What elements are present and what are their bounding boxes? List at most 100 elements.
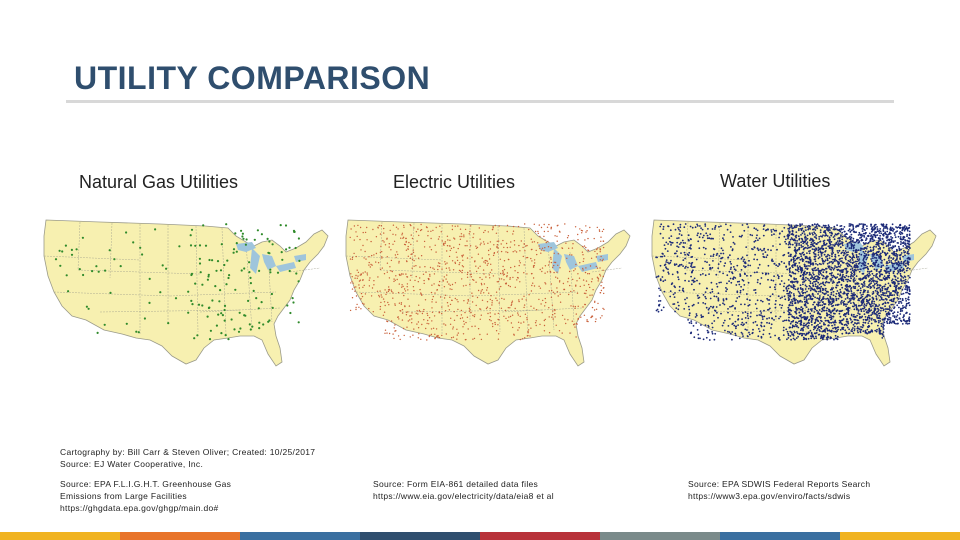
- utility-dot: [159, 291, 162, 294]
- utility-dot: [413, 289, 415, 292]
- utility-dot: [730, 266, 732, 269]
- utility-dot: [817, 257, 820, 260]
- utility-dot: [839, 329, 842, 331]
- utility-dot: [758, 330, 761, 333]
- utility-dot: [813, 236, 816, 238]
- utility-dot: [657, 300, 660, 302]
- utility-dot: [855, 256, 858, 259]
- utility-dot: [445, 267, 448, 269]
- utility-dot: [886, 271, 889, 273]
- utility-dot: [731, 272, 734, 275]
- utility-dot: [197, 303, 201, 306]
- utility-dot: [756, 258, 759, 261]
- utility-dot: [579, 285, 581, 288]
- utility-dot: [829, 246, 831, 249]
- utility-dot: [602, 307, 604, 310]
- utility-dot: [708, 273, 710, 275]
- utility-dot: [864, 242, 867, 245]
- utility-dot: [841, 244, 844, 247]
- utility-dot: [795, 280, 797, 283]
- utility-dot: [901, 323, 904, 325]
- utility-dot: [174, 297, 178, 300]
- utility-dot: [417, 257, 420, 259]
- utility-dot: [856, 327, 859, 330]
- utility-dot: [750, 312, 752, 314]
- utility-dot: [447, 239, 449, 241]
- utility-dot: [829, 272, 831, 275]
- utility-dot: [830, 231, 833, 234]
- utility-dot: [148, 301, 151, 304]
- utility-dot: [791, 304, 794, 307]
- utility-dot: [880, 279, 882, 282]
- utility-dot: [510, 322, 513, 324]
- utility-dot: [845, 288, 847, 291]
- utility-dot: [818, 238, 821, 240]
- utility-dot: [767, 272, 770, 275]
- utility-dot: [715, 254, 718, 256]
- utility-dot: [502, 274, 505, 276]
- utility-dot: [417, 327, 420, 329]
- utility-dot: [850, 297, 852, 300]
- utility-dot: [813, 301, 816, 304]
- utility-dot: [469, 249, 471, 251]
- utility-dot: [858, 328, 861, 330]
- utility-dot: [770, 323, 773, 326]
- utility-dot: [458, 263, 460, 266]
- utility-dot: [724, 262, 727, 265]
- utility-dot: [690, 264, 693, 266]
- utility-dot: [770, 229, 773, 231]
- utility-dot: [905, 320, 908, 322]
- utility-dot: [753, 271, 756, 274]
- utility-dot: [853, 322, 856, 324]
- utility-dot: [775, 229, 778, 232]
- utility-dot: [841, 257, 843, 260]
- utility-dot: [803, 280, 806, 283]
- utility-dot: [806, 322, 809, 325]
- utility-dot: [781, 230, 784, 233]
- utility-dot: [407, 255, 409, 257]
- utility-dot: [297, 321, 300, 324]
- utility-dot: [433, 315, 436, 317]
- utility-dot: [505, 251, 507, 253]
- utility-dot: [357, 275, 359, 277]
- utility-dot: [386, 262, 389, 264]
- utility-dot: [665, 241, 668, 244]
- utility-dot: [480, 242, 482, 244]
- utility-dot: [841, 270, 844, 273]
- state-border: [169, 291, 277, 297]
- utility-dot: [465, 321, 467, 324]
- utility-dot: [846, 284, 848, 287]
- utility-dot: [59, 264, 62, 267]
- utility-dot: [900, 320, 903, 323]
- utility-dot: [869, 283, 871, 285]
- utility-dot: [761, 300, 764, 303]
- utility-dot: [143, 317, 146, 320]
- utility-dot: [704, 291, 707, 293]
- utility-dot: [379, 305, 382, 308]
- utility-dot: [787, 287, 790, 290]
- utility-dot: [894, 240, 896, 242]
- utility-dot: [481, 299, 484, 301]
- utility-dot: [880, 262, 883, 264]
- utility-dot: [845, 313, 847, 315]
- utility-dot: [190, 299, 193, 302]
- utility-dot: [420, 338, 422, 340]
- utility-dot: [878, 330, 881, 332]
- utility-dot: [827, 294, 829, 297]
- utility-dot: [676, 270, 679, 273]
- utility-dot: [795, 244, 798, 247]
- utility-dot: [892, 282, 894, 284]
- utility-dot: [827, 245, 830, 248]
- utility-dot: [791, 324, 794, 327]
- utility-dot: [674, 228, 677, 231]
- utility-dot: [761, 318, 764, 320]
- utility-dot: [787, 299, 790, 301]
- utility-dot: [875, 243, 878, 246]
- utility-dot: [850, 261, 852, 264]
- utility-dot: [590, 257, 593, 259]
- utility-dot: [512, 225, 515, 228]
- utility-dot: [838, 249, 841, 252]
- utility-dot: [877, 251, 880, 254]
- utility-dot: [886, 315, 889, 317]
- utility-dot: [513, 244, 516, 246]
